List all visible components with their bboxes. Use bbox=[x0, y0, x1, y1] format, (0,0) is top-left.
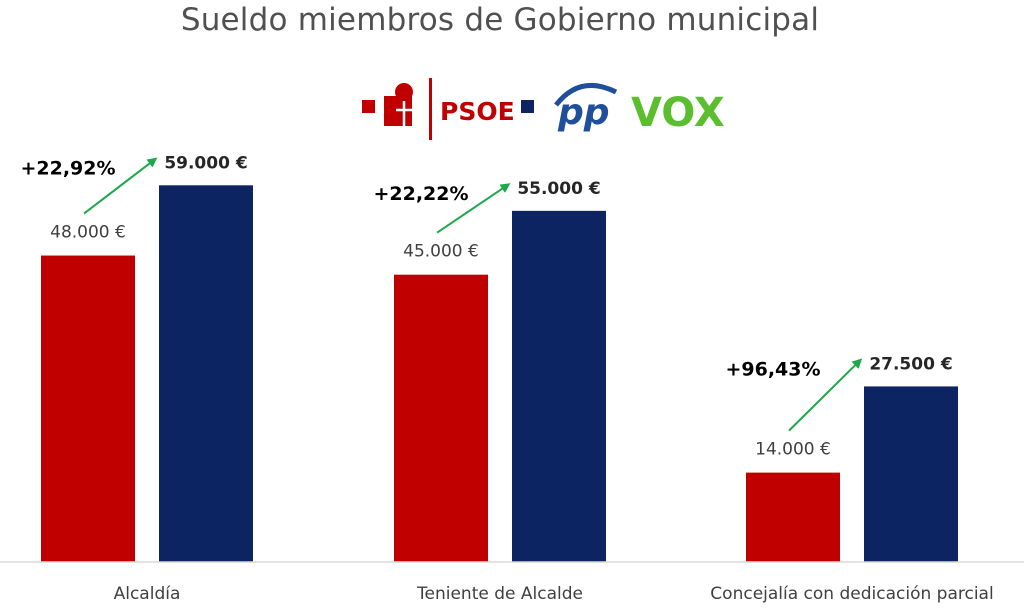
value-label-ppvox-0: 59.000 € bbox=[164, 153, 247, 173]
value-label-psoe-0: 48.000 € bbox=[50, 223, 126, 243]
value-label-psoe-1: 45.000 € bbox=[403, 242, 479, 262]
category-labels-layer: Alcaldía Teniente de Alcalde Concejalía co… bbox=[114, 584, 994, 604]
bar-psoe-1 bbox=[394, 274, 488, 562]
change-arrow-1 bbox=[436, 183, 511, 234]
change-label-2: +96,43% bbox=[725, 358, 820, 380]
bar-ppvox-1 bbox=[512, 210, 606, 562]
category-label-2: Concejalía con dedicación parcial bbox=[710, 584, 993, 604]
category-label-1: Teniente de Alcalde bbox=[416, 584, 583, 604]
value-label-psoe-2: 14.000 € bbox=[755, 440, 831, 460]
value-labels-layer: 48.000 € 59.000 € 45.000 € 55.000 € 14.000 €… bbox=[50, 153, 953, 459]
legend-ppvox-swatch bbox=[521, 100, 534, 113]
value-label-ppvox-2: 27.500 € bbox=[869, 354, 952, 374]
bar-psoe-2 bbox=[746, 472, 840, 562]
legend-pp-label: pp bbox=[557, 92, 610, 133]
chart-title: Sueldo miembros de Gobierno municipal bbox=[180, 2, 820, 38]
legend-psoe-label: PSOE bbox=[440, 97, 515, 126]
legend-vox-label: VOX bbox=[631, 90, 725, 136]
value-label-ppvox-1: 55.000 € bbox=[517, 179, 600, 199]
bars-layer bbox=[41, 185, 958, 563]
bar-psoe-0 bbox=[41, 255, 135, 563]
bar-ppvox-2 bbox=[864, 386, 958, 562]
category-label-0: Alcaldía bbox=[114, 584, 181, 604]
change-label-1: +22,22% bbox=[373, 183, 468, 205]
legend-psoe-swatch bbox=[362, 100, 375, 113]
change-arrow-2 bbox=[788, 358, 863, 432]
psoe-logo-icon bbox=[384, 78, 432, 140]
change-label-0: +22,92% bbox=[20, 157, 115, 179]
change-arrows-layer: +22,92% +22,22% +96,43% bbox=[20, 157, 863, 432]
bar-ppvox-0 bbox=[159, 185, 253, 563]
legend: PSOE pp VOX bbox=[362, 78, 725, 140]
change-arrow-0 bbox=[83, 157, 158, 215]
pp-logo-icon bbox=[554, 82, 618, 107]
